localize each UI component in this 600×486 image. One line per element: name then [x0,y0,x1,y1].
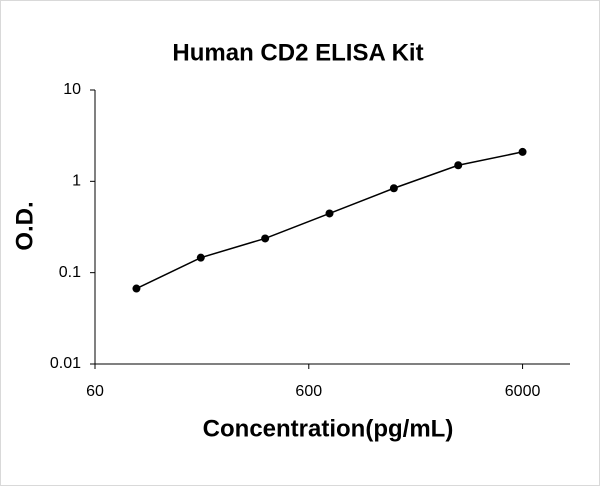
data-point [454,161,463,170]
data-point [389,184,398,193]
data-point [261,234,270,243]
data-point [325,209,334,218]
data-point [196,253,205,262]
chart-title: Human CD2 ELISA Kit [172,39,423,66]
x-tick-label: 600 [295,383,322,400]
data-point [518,147,527,156]
data-point [132,284,141,293]
y-tick-label: 1 [72,173,81,190]
x-axis-label: Concentration(pg/mL) [203,415,454,442]
x-tick-label: 60 [86,383,104,400]
x-tick-label: 6000 [505,383,541,400]
y-tick-label: 0.1 [59,264,81,281]
y-tick-label: 10 [63,81,81,98]
y-tick-label: 0.01 [50,355,81,372]
y-axis-label: O.D. [11,201,38,250]
